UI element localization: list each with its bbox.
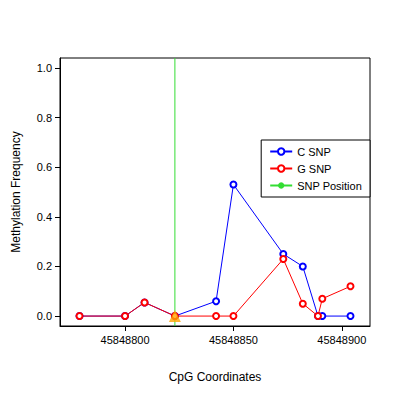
svg-text:Methylation Frequency: Methylation Frequency: [9, 131, 23, 252]
svg-text:0.6: 0.6: [37, 161, 52, 173]
svg-text:CpG Coordinates: CpG Coordinates: [169, 370, 262, 384]
svg-text:45848800: 45848800: [101, 334, 150, 346]
svg-text:45848900: 45848900: [317, 334, 366, 346]
svg-text:0.8: 0.8: [37, 112, 52, 124]
svg-text:G SNP: G SNP: [297, 163, 331, 175]
svg-text:45848850: 45848850: [209, 334, 258, 346]
svg-text:0.2: 0.2: [37, 260, 52, 272]
svg-text:C SNP: C SNP: [297, 146, 331, 158]
svg-text:1.0: 1.0: [37, 62, 52, 74]
svg-text:0.0: 0.0: [37, 310, 52, 322]
svg-text:0.4: 0.4: [37, 211, 52, 223]
svg-text:SNP Position: SNP Position: [297, 180, 362, 192]
